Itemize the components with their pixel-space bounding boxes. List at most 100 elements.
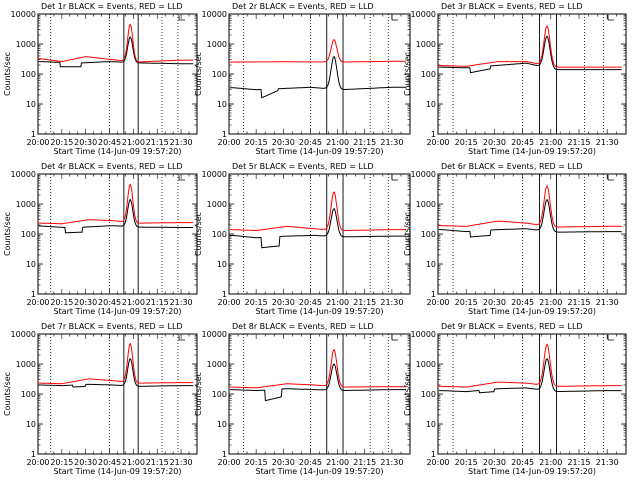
series-events-line	[38, 358, 194, 388]
y-tick-label: 10	[26, 420, 36, 429]
x-tick-label: 21:15	[567, 298, 590, 307]
legend-mark	[607, 335, 614, 341]
plot-frame	[437, 13, 627, 135]
panel-1: Det 1r BLACK = Events, RED = LLD Counts/s…	[3, 2, 198, 156]
x-tick-label: 21:15	[353, 138, 376, 147]
y-axis-label: Counts/sec	[3, 372, 12, 416]
x-tick-label: 21:30	[596, 458, 619, 467]
y-tick-label: 10	[217, 100, 227, 109]
y-tick-label: 10	[426, 100, 436, 109]
x-tick-label: 20:30	[272, 138, 295, 147]
x-tick-label: 21:15	[146, 458, 169, 467]
x-tick-label: 20:30	[272, 458, 295, 467]
x-axis-label: Start Time (14-Jun-09 19:57:20)	[256, 307, 384, 316]
y-tick-label: 10	[217, 260, 227, 269]
x-tick-label: 20:30	[74, 298, 97, 307]
x-tick-label: 20:15	[455, 458, 478, 467]
plot-frame	[437, 173, 627, 295]
x-tick-label: 20:30	[272, 298, 295, 307]
x-tick-label: 20:45	[511, 458, 534, 467]
plot-frame	[37, 173, 198, 295]
y-tick-label: 10000	[11, 330, 36, 339]
y-axis-label: Counts/sec	[194, 372, 203, 416]
x-tick-label: 21:00	[539, 458, 562, 467]
y-tick-label: 10	[217, 420, 227, 429]
y-tick-label: 10000	[202, 10, 227, 19]
y-tick-label: 1	[31, 130, 36, 139]
x-tick-label: 20:00	[426, 138, 449, 147]
x-tick-label: 20:45	[511, 138, 534, 147]
x-tick-label: 21:15	[353, 458, 376, 467]
y-tick-label: 10000	[11, 10, 36, 19]
y-tick-label: 1000	[416, 40, 436, 49]
y-tick-label: 100	[421, 230, 436, 239]
x-tick-label: 21:00	[122, 458, 145, 467]
x-tick-label: 21:00	[122, 138, 145, 147]
x-tick-label: 20:45	[98, 138, 121, 147]
x-tick-label: 20:30	[483, 458, 506, 467]
y-tick-label: 1	[31, 290, 36, 299]
series-lld-line	[38, 23, 194, 63]
y-tick-label: 1000	[416, 200, 436, 209]
series-events-line	[38, 36, 194, 68]
y-tick-label: 1000	[16, 200, 36, 209]
y-tick-label: 100	[212, 70, 227, 79]
panel-6: Det 6r BLACK = Events, RED = LLD Counts/s…	[403, 162, 627, 316]
plot-frame	[437, 333, 627, 455]
x-tick-label: 20:15	[50, 298, 73, 307]
y-tick-label: 100	[21, 70, 36, 79]
x-axis-label: Start Time (14-Jun-09 19:57:20)	[468, 307, 596, 316]
x-axis-label: Start Time (14-Jun-09 19:57:20)	[54, 467, 182, 476]
y-axis-label: Counts/sec	[403, 212, 412, 256]
x-tick-label: 21:30	[380, 138, 403, 147]
series-events-line	[438, 199, 622, 238]
y-axis-label: Counts/sec	[403, 372, 412, 416]
y-tick-label: 10	[426, 260, 436, 269]
y-tick-label: 1	[31, 450, 36, 459]
x-axis-label: Start Time (14-Jun-09 19:57:20)	[54, 307, 182, 316]
series-lld-line	[38, 342, 194, 385]
x-tick-label: 21:30	[170, 138, 193, 147]
y-tick-label: 10	[26, 260, 36, 269]
series-events-line	[229, 208, 406, 249]
x-tick-label: 20:45	[98, 298, 121, 307]
x-tick-label: 20:30	[74, 138, 97, 147]
y-tick-label: 1000	[207, 40, 227, 49]
x-tick-label: 20:30	[74, 458, 97, 467]
legend-mark	[391, 335, 398, 341]
y-tick-label: 100	[21, 390, 36, 399]
x-tick-label: 20:00	[217, 138, 240, 147]
x-tick-label: 20:15	[455, 138, 478, 147]
y-tick-label: 1000	[207, 200, 227, 209]
x-tick-label: 20:30	[483, 298, 506, 307]
legend-mark	[607, 175, 614, 181]
panel-4: Det 4r BLACK = Events, RED = LLD Counts/s…	[3, 162, 198, 316]
y-tick-label: 1	[222, 130, 227, 139]
series-lld-line	[438, 25, 622, 68]
panel-title: Det 6r BLACK = Events, RED = LLD	[441, 162, 583, 171]
x-tick-label: 20:15	[50, 458, 73, 467]
legend-mark	[391, 175, 398, 181]
panel-9: Det 9r BLACK = Events, RED = LLD Counts/s…	[403, 322, 627, 476]
series-events-line	[229, 56, 406, 99]
series-events-line	[229, 363, 406, 402]
x-tick-label: 20:00	[26, 298, 49, 307]
y-tick-label: 1	[222, 290, 227, 299]
y-tick-label: 10000	[202, 170, 227, 179]
x-tick-label: 20:45	[98, 458, 121, 467]
x-tick-label: 21:15	[567, 138, 590, 147]
panel-8: Det 8r BLACK = Events, RED = LLD Counts/s…	[194, 322, 411, 476]
x-axis-label: Start Time (14-Jun-09 19:57:20)	[468, 147, 596, 156]
x-tick-label: 20:00	[217, 458, 240, 467]
x-tick-label: 20:15	[245, 138, 268, 147]
series-lld-line	[229, 191, 406, 232]
x-axis-label: Start Time (14-Jun-09 19:57:20)	[256, 147, 384, 156]
series-events-line	[438, 35, 622, 74]
series-lld-line	[38, 183, 194, 225]
plot-frame	[37, 333, 198, 455]
y-tick-label: 1000	[416, 360, 436, 369]
panel-title: Det 7r BLACK = Events, RED = LLD	[41, 322, 183, 331]
x-tick-label: 21:30	[170, 298, 193, 307]
legend-mark	[391, 15, 398, 21]
series-events-line	[38, 198, 194, 234]
